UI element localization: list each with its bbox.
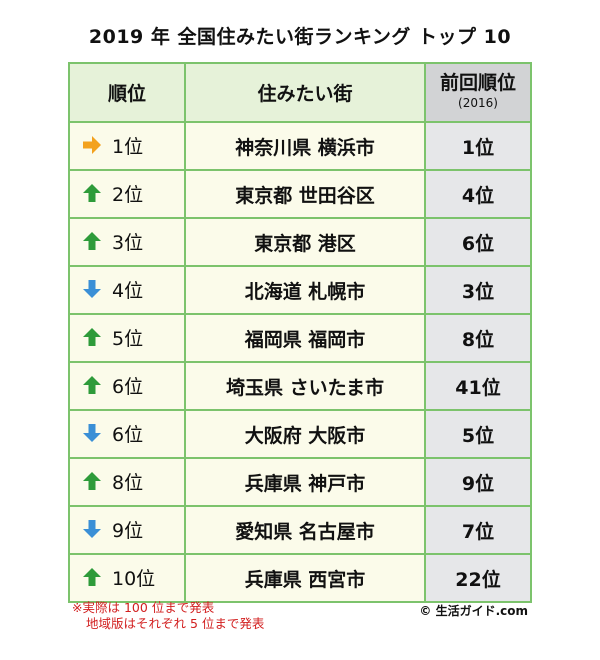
header-previous-year: (2016): [458, 95, 498, 110]
table-row: 1位 神奈川県 横浜市 1位: [68, 121, 532, 171]
city-cell: 兵庫県 西宮市: [184, 553, 426, 603]
rank-cell: 1位: [68, 121, 186, 171]
rank-text: 6位: [112, 423, 144, 446]
table-row: 6位 大阪府 大阪市 5位: [68, 409, 532, 459]
header-city: 住みたい街: [184, 62, 426, 123]
footnote-line-2: 地域版はそれぞれ 5 位まで発表: [86, 616, 265, 631]
header-previous-rank-label: 前回順位: [439, 71, 516, 94]
rank-cell: 6位: [68, 361, 186, 411]
table-row: 8位 兵庫県 神戸市 9位: [68, 457, 532, 507]
previous-rank-cell: 5位: [424, 409, 532, 459]
city-cell: 埼玉県 さいたま市: [184, 361, 426, 411]
ranking-table: 順位 住みたい街 前回順位 (2016) 1位 神奈川県 横浜市 1位 2位 東京都 世…: [68, 62, 532, 603]
previous-rank-cell: 41位: [424, 361, 532, 411]
rank-wrap: 6位: [82, 372, 172, 399]
trend-down-icon: [83, 424, 101, 443]
previous-rank-cell: 9位: [424, 457, 532, 507]
rank-wrap: 2位: [82, 180, 172, 207]
city-cell: 北海道 札幌市: [184, 265, 426, 315]
rank-wrap: 3位: [82, 228, 172, 255]
rank-cell: 2位: [68, 169, 186, 219]
rank-cell: 6位: [68, 409, 186, 459]
rank-cell: 5位: [68, 313, 186, 363]
header-previous-rank: 前回順位 (2016): [424, 62, 532, 123]
city-cell: 東京都 港区: [184, 217, 426, 267]
rank-wrap: 6位: [82, 420, 172, 447]
rank-cell: 3位: [68, 217, 186, 267]
city-cell: 大阪府 大阪市: [184, 409, 426, 459]
city-cell: 福岡県 福岡市: [184, 313, 426, 363]
rank-text: 4位: [112, 279, 144, 302]
table-row: 2位 東京都 世田谷区 4位: [68, 169, 532, 219]
rank-text: 10位: [112, 567, 156, 590]
rank-text: 1位: [112, 135, 144, 158]
table-row: 9位 愛知県 名古屋市 7位: [68, 505, 532, 555]
rank-text: 8位: [112, 471, 144, 494]
page-title: 2019 年 全国住みたい街ランキング トップ 10: [88, 26, 512, 48]
rank-wrap: 8位: [82, 468, 172, 495]
header-rank: 順位: [68, 62, 186, 123]
rank-text: 6位: [112, 375, 144, 398]
city-cell: 東京都 世田谷区: [184, 169, 426, 219]
table-row: 3位 東京都 港区 6位: [68, 217, 532, 267]
trend-down-icon: [83, 280, 101, 299]
rank-cell: 10位: [68, 553, 186, 603]
previous-rank-cell: 8位: [424, 313, 532, 363]
rank-wrap: 9位: [82, 516, 172, 543]
copyright: © 生活ガイド.com: [419, 604, 528, 618]
table-row: 10位 兵庫県 西宮市 22位: [68, 553, 532, 603]
previous-rank-cell: 7位: [424, 505, 532, 555]
trend-up-icon: [83, 376, 101, 395]
city-cell: 兵庫県 神戸市: [184, 457, 426, 507]
footnote: ※実際は 100 位まで発表 地域版はそれぞれ 5 位まで発表: [72, 600, 264, 632]
trend-up-icon: [83, 184, 101, 203]
rank-cell: 4位: [68, 265, 186, 315]
trend-up-icon: [83, 568, 101, 587]
previous-rank-cell: 1位: [424, 121, 532, 171]
previous-rank-cell: 4位: [424, 169, 532, 219]
table-row: 5位 福岡県 福岡市 8位: [68, 313, 532, 363]
rank-wrap: 1位: [82, 132, 172, 159]
city-cell: 神奈川県 横浜市: [184, 121, 426, 171]
trend-same-icon: [83, 136, 101, 155]
trend-down-icon: [83, 520, 101, 539]
previous-rank-cell: 3位: [424, 265, 532, 315]
trend-up-icon: [83, 232, 101, 251]
footnote-line-1: ※実際は 100 位まで発表: [72, 600, 215, 615]
trend-up-icon: [83, 472, 101, 491]
table-header-row: 順位 住みたい街 前回順位 (2016): [68, 62, 532, 123]
city-cell: 愛知県 名古屋市: [184, 505, 426, 555]
rank-wrap: 10位: [82, 564, 172, 591]
trend-up-icon: [83, 328, 101, 347]
rank-cell: 8位: [68, 457, 186, 507]
rank-wrap: 4位: [82, 276, 172, 303]
rank-text: 5位: [112, 327, 144, 350]
rank-text: 2位: [112, 183, 144, 206]
rank-text: 9位: [112, 519, 144, 542]
rank-wrap: 5位: [82, 324, 172, 351]
rank-text: 3位: [112, 231, 144, 254]
rank-cell: 9位: [68, 505, 186, 555]
previous-rank-cell: 6位: [424, 217, 532, 267]
table-row: 4位 北海道 札幌市 3位: [68, 265, 532, 315]
previous-rank-cell: 22位: [424, 553, 532, 603]
table-row: 6位 埼玉県 さいたま市 41位: [68, 361, 532, 411]
